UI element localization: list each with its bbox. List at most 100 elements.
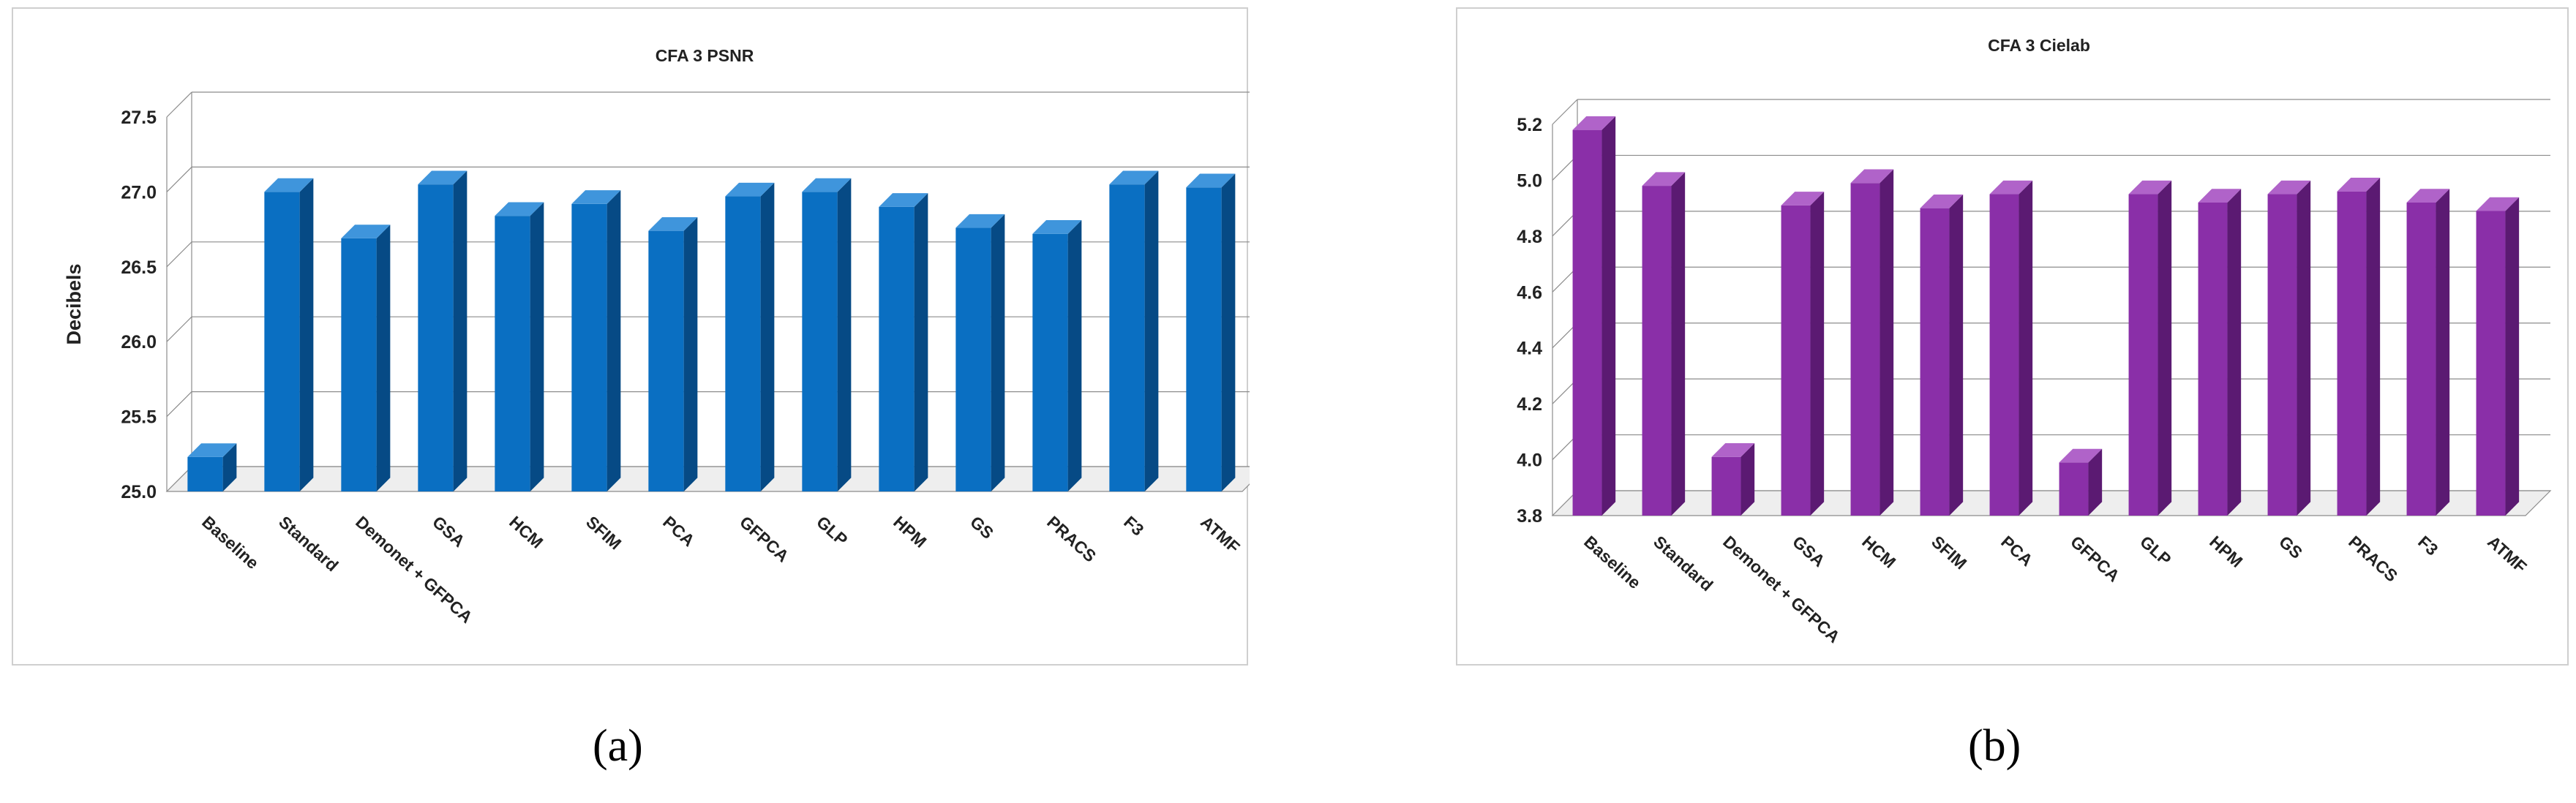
bar: [2198, 189, 2242, 516]
bar-front: [187, 456, 223, 491]
bar-side: [299, 178, 314, 491]
bar: [2128, 180, 2172, 516]
bar-front: [1642, 186, 1672, 516]
bar-top: [495, 202, 544, 216]
bar-top: [1711, 443, 1755, 457]
bar: [1781, 192, 1825, 516]
x-tick-label: Demonet + GFPCA: [1719, 532, 1844, 646]
bar-top: [2059, 448, 2103, 463]
bar: [2476, 197, 2520, 516]
bar-side: [2366, 178, 2381, 516]
bar-side: [2436, 189, 2450, 516]
x-tick-label: HPM: [890, 512, 930, 551]
cielab-bar-chart: CFA 3 Cielab 3.8 4.0 4.2 4.4 4.6 4.8 5.0 5.2 Base…: [1517, 36, 2552, 646]
bar-front: [1920, 208, 1950, 516]
bar-top: [264, 178, 314, 192]
bar-top: [802, 178, 852, 192]
bar-front: [648, 230, 684, 491]
bar-side: [683, 216, 698, 491]
bar-front: [1989, 194, 2019, 516]
bar-top: [955, 214, 1005, 228]
bar-side: [2019, 180, 2033, 516]
x-tick-label: F3: [2414, 532, 2441, 559]
bar: [1572, 116, 1616, 516]
bar: [2059, 448, 2103, 516]
bar-front: [264, 192, 300, 491]
x-tick-label: HCM: [506, 512, 547, 551]
bar-side: [2227, 189, 2242, 516]
bar-top: [2337, 178, 2381, 192]
bar-front: [1572, 129, 1602, 516]
bar-top: [2198, 189, 2242, 203]
bar-front: [1781, 205, 1811, 516]
bar-front: [1850, 183, 1880, 516]
chart-title: CFA 3 Cielab: [1988, 36, 2090, 55]
bar-side: [530, 202, 544, 491]
bar-top: [341, 225, 391, 238]
x-tick-label: ATMF: [1197, 512, 1244, 557]
bar-front: [571, 203, 607, 491]
x-tick-label: GS: [2275, 532, 2306, 562]
bar-front: [418, 184, 454, 491]
y-tick-label: 25.5: [121, 407, 157, 428]
chart-panel-b: CFA 3 Cielab 3.8 4.0 4.2 4.4 4.6 4.8 5.0 5.2 Base…: [1456, 7, 2569, 666]
x-tick-label: GS: [966, 512, 997, 543]
chart-floor: [1551, 490, 2552, 516]
bar-top: [1920, 194, 1964, 208]
x-tick-label: SFIM: [582, 512, 625, 553]
bar-front: [2128, 194, 2158, 516]
x-tick-label: SFIM: [1928, 532, 1970, 573]
bar: [802, 178, 852, 491]
bar-front: [1711, 456, 1741, 516]
y-tick-label: 4.4: [1517, 339, 1542, 359]
chart-title: CFA 3 PSNR: [656, 46, 754, 65]
gridline-slant: [166, 391, 192, 418]
x-tick-label: GSA: [1789, 532, 1828, 570]
bar-front: [1032, 233, 1068, 491]
y-tick-label: 5.2: [1517, 115, 1542, 135]
chart-panel-a: CFA 3 PSNR 25.0 25.5 26.0 26.5 27.0 27.5 Decibe…: [12, 7, 1250, 666]
bar-top: [1781, 192, 1825, 206]
bar-front: [2267, 194, 2297, 516]
bar-front: [2059, 462, 2089, 516]
bar-top: [2267, 180, 2311, 195]
bar-top: [1989, 180, 2033, 195]
x-tick-label: Standard: [275, 512, 342, 575]
bar: [725, 182, 775, 491]
bar: [1920, 194, 1964, 516]
bar-front: [1186, 187, 1222, 491]
bar-side: [1880, 169, 1894, 516]
bar-front: [1109, 184, 1145, 491]
bar-side: [1067, 220, 1082, 491]
y-tick-label: 27.5: [121, 108, 157, 128]
bar-side: [607, 190, 621, 491]
bar-side: [837, 178, 852, 491]
gridline-slant: [166, 316, 192, 342]
bar-side: [1601, 116, 1616, 516]
bar-side: [2158, 180, 2172, 516]
x-tick-label: Baseline: [1580, 532, 1645, 592]
y-tick-label: 4.2: [1517, 394, 1542, 415]
bar-front: [2476, 211, 2506, 516]
x-tick-label: GSA: [429, 512, 468, 551]
bar: [2406, 189, 2450, 516]
bar-top: [1572, 116, 1616, 130]
bar: [495, 202, 544, 491]
bar-front: [2406, 203, 2436, 516]
bar-side: [376, 225, 391, 491]
bar-front: [2337, 191, 2367, 516]
bar: [648, 216, 698, 491]
bar: [264, 178, 314, 491]
bar-side: [453, 170, 467, 491]
bar: [955, 214, 1005, 491]
bar-side: [1671, 172, 1686, 516]
y-tick-label: 3.8: [1517, 506, 1542, 527]
bar: [187, 443, 237, 491]
y-tick-label: 4.6: [1517, 282, 1542, 303]
x-tick-label: Standard: [1650, 532, 1716, 595]
y-tick-label: 4.0: [1517, 450, 1542, 471]
bar-front: [495, 216, 530, 491]
bar-side: [1741, 443, 1755, 516]
x-tick-label: PCA: [659, 512, 698, 550]
bar-side: [991, 214, 1005, 491]
